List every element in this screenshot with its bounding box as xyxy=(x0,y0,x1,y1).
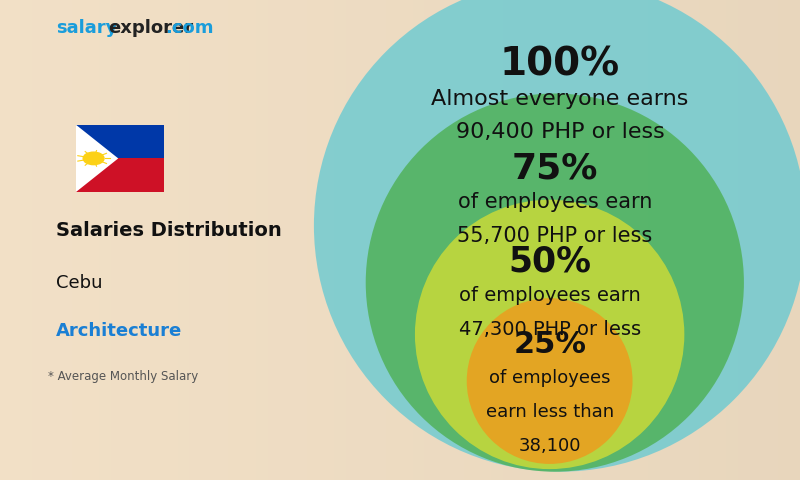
Text: of employees earn: of employees earn xyxy=(458,286,641,305)
Text: earn less than: earn less than xyxy=(486,403,614,421)
Text: 50%: 50% xyxy=(508,245,591,279)
Text: 100%: 100% xyxy=(500,46,620,84)
Text: 90,400 PHP or less: 90,400 PHP or less xyxy=(456,122,664,143)
Text: of employees: of employees xyxy=(489,370,610,387)
Text: Salaries Distribution: Salaries Distribution xyxy=(56,221,282,240)
Polygon shape xyxy=(76,125,118,192)
Text: Cebu: Cebu xyxy=(56,274,102,291)
Text: explorer: explorer xyxy=(108,19,193,37)
Circle shape xyxy=(314,0,800,472)
Text: * Average Monthly Salary: * Average Monthly Salary xyxy=(48,370,198,383)
Circle shape xyxy=(466,298,633,464)
Text: 25%: 25% xyxy=(513,330,586,359)
Circle shape xyxy=(83,152,104,165)
Text: 47,300 PHP or less: 47,300 PHP or less xyxy=(458,320,641,339)
Circle shape xyxy=(415,200,684,469)
Circle shape xyxy=(366,94,744,472)
FancyBboxPatch shape xyxy=(76,125,164,192)
FancyBboxPatch shape xyxy=(76,158,164,192)
Text: of employees earn: of employees earn xyxy=(458,192,652,212)
Text: Architecture: Architecture xyxy=(56,322,182,340)
Text: 55,700 PHP or less: 55,700 PHP or less xyxy=(457,226,653,246)
Text: salary: salary xyxy=(56,19,118,37)
FancyBboxPatch shape xyxy=(76,125,164,158)
Text: 75%: 75% xyxy=(512,152,598,186)
Text: 38,100: 38,100 xyxy=(518,437,581,455)
Text: .com: .com xyxy=(166,19,214,37)
Text: Almost everyone earns: Almost everyone earns xyxy=(431,89,689,108)
